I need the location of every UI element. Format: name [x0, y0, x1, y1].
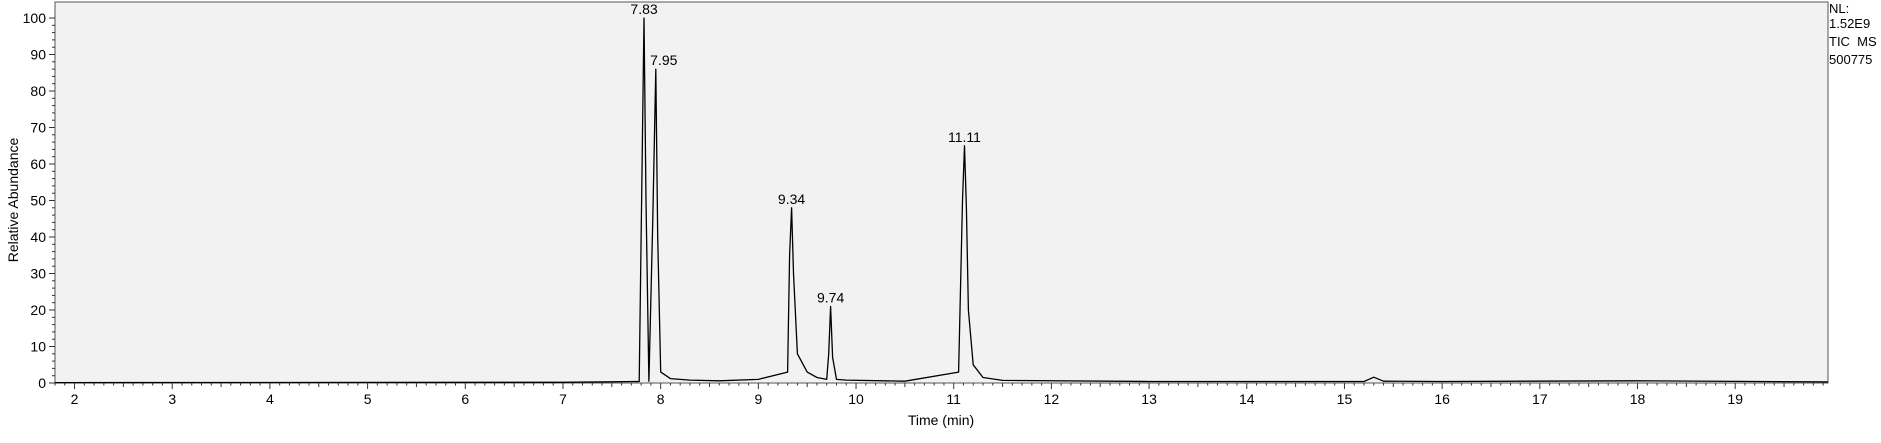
ticks-layer: 2 3 4 5 6 7 8 9 10 11 12 13 14 15 16 17 18 19 0 10 20 30 40 50 6…	[23, 10, 1824, 407]
y-tick-label: 10	[30, 339, 46, 355]
x-tick-label: 11	[946, 391, 961, 407]
peak-label: 11.11	[948, 129, 981, 145]
y-tick-label: 90	[30, 47, 46, 63]
y-tick-label: 60	[30, 156, 46, 172]
peak-label: 9.74	[817, 289, 844, 305]
x-tick-label: 15	[1337, 391, 1353, 407]
plot-area	[54, 1, 1829, 384]
x-tick-label: 5	[364, 391, 372, 407]
y-tick-label: 30	[30, 266, 46, 282]
x-tick-label: 8	[657, 391, 665, 407]
x-tick-label: 7	[559, 391, 567, 407]
peak-label: 9.34	[778, 191, 805, 207]
trace-layer	[54, 17, 1829, 384]
y-tick-label: 20	[30, 302, 46, 318]
peak-label: 7.95	[650, 52, 677, 68]
x-axis-title: Time (min)	[908, 412, 974, 428]
x-tick-label: 16	[1434, 391, 1450, 407]
labels-layer: 7.83 7.95 9.34 9.74 11.11	[630, 1, 981, 305]
info-nl-value: 1.52E9	[1829, 16, 1870, 31]
info-file: 500775	[1829, 52, 1872, 67]
y-tick-label: 100	[23, 10, 47, 26]
x-tick-label: 3	[168, 391, 176, 407]
y-tick-label: 80	[30, 83, 46, 99]
x-tick-label: 12	[1044, 391, 1060, 407]
x-tick-label: 19	[1727, 391, 1743, 407]
chromatogram-trace	[54, 17, 1829, 384]
x-tick-label: 10	[848, 391, 864, 407]
x-tick-label: 6	[461, 391, 469, 407]
info-nl: NL:	[1829, 1, 1849, 16]
y-tick-label: 40	[30, 229, 46, 245]
peak-label: 7.83	[630, 1, 657, 17]
x-tick-label: 9	[754, 391, 762, 407]
y-tick-label: 0	[38, 375, 46, 391]
x-tick-label: 14	[1239, 391, 1255, 407]
x-tick-label: 18	[1630, 391, 1646, 407]
x-tick-label: 13	[1141, 391, 1157, 407]
y-axis-title: Relative Abundance	[5, 138, 21, 263]
y-tick-label: 50	[30, 193, 46, 209]
x-tick-label: 4	[266, 391, 274, 407]
info-scan-filter: TIC MS	[1829, 34, 1877, 49]
info-panel: NL: 1.52E9 TIC MS 500775	[1829, 1, 1877, 67]
x-tick-label: 2	[71, 391, 79, 407]
x-tick-label: 17	[1532, 391, 1548, 407]
y-tick-label: 70	[30, 120, 46, 136]
